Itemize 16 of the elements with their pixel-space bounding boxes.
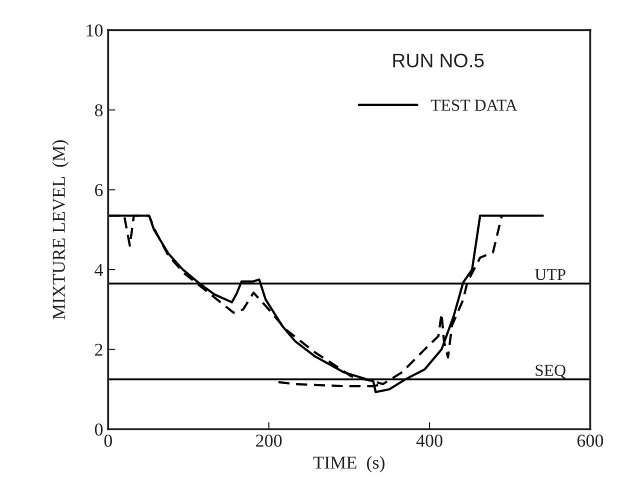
y-tick-label: 10 bbox=[86, 24, 103, 37]
y-tick-label: 0 bbox=[94, 423, 103, 436]
y-tick-label: 8 bbox=[94, 104, 103, 116]
y-tick-label: 6 bbox=[95, 184, 103, 196]
x-tick-label: 200 bbox=[256, 434, 282, 447]
x-axis-title: TIME (s) bbox=[313, 456, 384, 472]
x-tick-label: 0 bbox=[104, 434, 112, 447]
y-tick-label: 2 bbox=[95, 344, 102, 356]
ref-line-label: UTP bbox=[534, 269, 566, 280]
x-tick-label: 600 bbox=[577, 434, 604, 447]
legend-title: RUN NO.5 bbox=[393, 54, 484, 68]
x-tick-label: 400 bbox=[416, 434, 442, 447]
legend-label: TEST DATA bbox=[430, 100, 518, 111]
y-axis-title: MIXTURE LEVEL (M) bbox=[52, 140, 69, 320]
y-tick-label: 4 bbox=[94, 264, 104, 276]
ref-line-label: SEQ bbox=[536, 364, 566, 378]
